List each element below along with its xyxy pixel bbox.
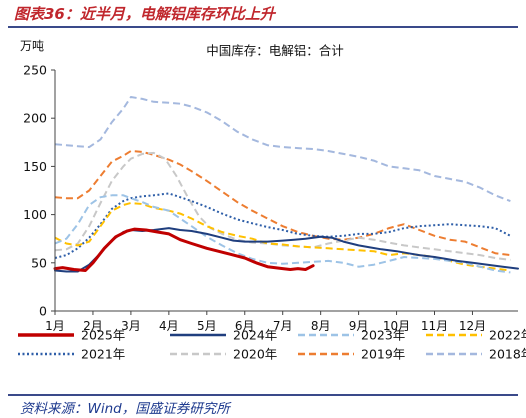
legend-label-2020: 2020年 — [233, 347, 277, 362]
y-tick-label: 150 — [23, 159, 47, 174]
legend-label-2022: 2022年 — [489, 328, 526, 343]
series-line-2024 — [54, 227, 519, 273]
legend-label-2018: 2018年 — [489, 347, 526, 362]
y-tick-label: 50 — [31, 255, 47, 270]
source-note: 资料来源：Wind，国盛证券研究所 — [20, 401, 230, 417]
figure-title: 图表36：近半月，电解铝库存环比上升 — [14, 5, 275, 23]
y-tick-label: 0 — [39, 304, 47, 319]
y-axis-unit: 万吨 — [20, 39, 44, 53]
series-line-2021 — [54, 192, 511, 259]
x-tick-label: 6月 — [235, 319, 255, 333]
x-tick-label: 3月 — [121, 319, 141, 333]
legend: 2025年 2024年 2023年 2022年 2021年 2020年 2019年 2018年 — [18, 328, 526, 362]
series-lines — [53, 96, 519, 274]
x-tick-label: 7月 — [273, 319, 293, 333]
x-tick-label: 4月 — [159, 319, 179, 333]
y-axis: 0 50 100 150 200 250 — [23, 63, 55, 319]
y-tick-label: 100 — [23, 207, 47, 222]
legend-label-2024: 2024年 — [233, 328, 277, 343]
x-tick-label: 8月 — [311, 319, 331, 333]
x-tick-label: 12月 — [459, 319, 486, 333]
legend-label-2025: 2025年 — [81, 328, 125, 343]
series-line-2018 — [54, 96, 511, 203]
bottom-rule — [8, 394, 518, 396]
x-tick-label: 9月 — [349, 319, 369, 333]
x-tick-label: 11月 — [421, 319, 448, 333]
y-tick-label: 250 — [23, 63, 47, 78]
legend-label-2021: 2021年 — [81, 347, 125, 362]
y-tick-label: 200 — [23, 111, 47, 126]
line-chart: 中国库存：电解铝：合计 万吨 0 50 100 150 200 250 1月 2月 3月 4月 5… — [18, 39, 526, 362]
x-axis: 1月 2月 3月 4月 5月 6月 7月 8月 9月 10月 11月 12月 — [45, 311, 486, 333]
series-line-2025 — [53, 227, 315, 272]
x-tick-label: 5月 — [197, 319, 217, 333]
x-tick-label: 10月 — [383, 319, 410, 333]
title-rule — [8, 26, 518, 28]
x-tick-label: 1月 — [45, 319, 65, 333]
x-tick-label: 2月 — [83, 319, 103, 333]
series-line-2019 — [54, 150, 511, 257]
legend-label-2019: 2019年 — [361, 347, 405, 362]
legend-label-2023: 2023年 — [361, 328, 405, 343]
chart-title: 中国库存：电解铝：合计 — [206, 43, 344, 58]
series-line-2023 — [54, 194, 511, 274]
